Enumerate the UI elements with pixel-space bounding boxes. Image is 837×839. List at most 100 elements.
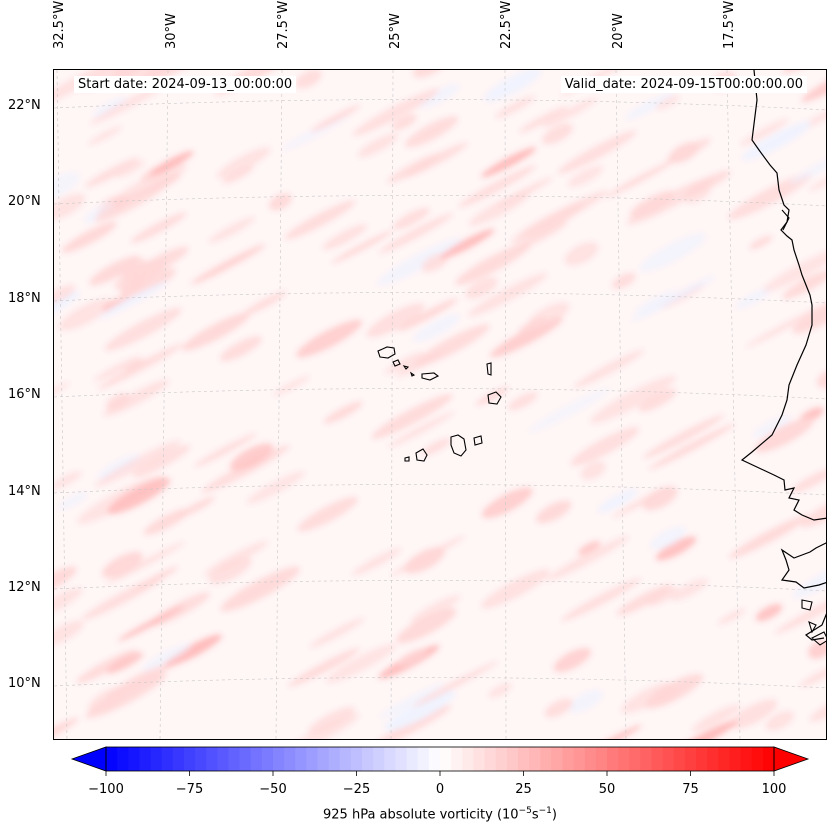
vorticity-streak	[808, 640, 826, 659]
vorticity-streak	[490, 317, 563, 358]
vorticity-streak	[377, 237, 463, 286]
vorticity-streak	[220, 336, 262, 362]
vorticity-streak	[366, 303, 425, 338]
vorticity-streak	[789, 151, 826, 185]
vorticity-streak	[626, 176, 714, 225]
colorbar-cell	[517, 747, 530, 771]
vorticity-streak	[419, 84, 460, 108]
vorticity-streak	[124, 358, 147, 372]
map-panel	[53, 69, 827, 740]
colorbar-cell	[306, 747, 319, 771]
vorticity-streak	[782, 269, 826, 299]
vorticity-streak	[97, 454, 142, 480]
colorbar-cell	[740, 747, 753, 771]
vorticity-streak	[527, 302, 570, 330]
colorbar-cell	[228, 747, 241, 771]
lat-label-12n: 12°N	[8, 580, 41, 595]
colorbar-cell	[607, 747, 619, 771]
colorbar-tick-neg75: −75	[175, 782, 204, 797]
colorbar-cell	[595, 747, 608, 771]
colorbar-cell	[540, 747, 552, 771]
colorbar-cell	[395, 747, 408, 771]
vorticity-streak	[528, 388, 610, 433]
colorbar-cell	[284, 747, 296, 771]
vorticity-streak	[752, 415, 791, 438]
vorticity-streak	[93, 97, 128, 118]
lon-label-32-5w: 32.5°W	[52, 0, 67, 49]
vorticity-streak	[308, 706, 355, 735]
vorticity-streak	[792, 552, 826, 598]
colorbar-cell	[150, 747, 163, 771]
lon-label-17-5w: 17.5°W	[722, 0, 737, 49]
vorticity-streak	[561, 578, 641, 622]
colorbar-cell	[328, 747, 341, 771]
vorticity-streak	[455, 242, 532, 285]
vorticity-streak	[458, 165, 537, 208]
vorticity-streak	[519, 106, 568, 133]
colorbar-cell	[551, 747, 563, 771]
vorticity-streak	[647, 587, 678, 606]
vorticity-streak	[570, 427, 640, 466]
vorticity-streak	[553, 647, 591, 673]
vorticity-map	[54, 70, 826, 739]
vorticity-streak	[792, 293, 826, 334]
vorticity-streak	[410, 595, 461, 624]
colorbar-cell	[206, 747, 218, 771]
vorticity-streak	[691, 704, 741, 733]
vorticity-streak	[296, 319, 363, 358]
colorbar-cell	[128, 747, 140, 771]
vorticity-streak	[616, 584, 673, 616]
vorticity-streak	[634, 290, 676, 314]
africa-river-mouth	[781, 209, 826, 646]
colorbar-cell	[217, 747, 229, 771]
colorbar-tick-25: 25	[515, 782, 532, 797]
vorticity-streak	[54, 587, 83, 618]
colorbar-cell	[195, 747, 207, 771]
vorticity-streak	[542, 97, 598, 128]
vorticity-streak	[310, 104, 361, 132]
lat-label-22n: 22°N	[8, 98, 41, 113]
colorbar-cell	[239, 747, 252, 771]
vorticity-streak	[208, 217, 255, 243]
vorticity-streak	[209, 557, 252, 584]
colorbar-cell	[506, 747, 519, 771]
colorbar-cell	[662, 747, 675, 771]
colorbar-tick-50: 50	[598, 782, 616, 797]
vorticity-streak	[120, 268, 176, 301]
vorticity-streak	[625, 92, 674, 120]
vorticity-streak	[440, 228, 495, 259]
vorticity-streak	[414, 324, 490, 367]
vorticity-streak	[580, 461, 606, 480]
colorbar-cell	[295, 747, 307, 771]
vorticity-streak	[396, 608, 457, 644]
vorticity-streak	[222, 165, 254, 184]
vorticity-streak	[243, 291, 287, 316]
colorbar-cell	[629, 747, 641, 771]
colorbar-cell	[484, 747, 497, 771]
colorbar-outline	[105, 746, 775, 772]
vorticity-streak	[272, 375, 310, 396]
vorticity-streak	[93, 355, 141, 382]
colorbar-cell	[261, 747, 274, 771]
vorticity-streak	[379, 213, 453, 254]
vorticity-streak	[220, 566, 300, 612]
vorticity-streak	[295, 70, 322, 89]
vorticity-streak	[217, 147, 271, 179]
vorticity-streak	[387, 411, 455, 448]
vorticity-streak	[465, 277, 498, 299]
vorticity-streak	[385, 352, 425, 375]
colorbar-cell	[406, 747, 419, 771]
lon-label-27-5w: 27.5°W	[276, 0, 291, 49]
vorticity-streak	[112, 163, 187, 206]
colorbar-cell	[562, 747, 575, 771]
valid-date-label: Valid_date: 2024-09-15T00:00:00.00	[560, 76, 807, 93]
vorticity-streak	[117, 605, 184, 642]
vorticity-streak	[61, 221, 117, 253]
vorticity-streak	[655, 95, 680, 110]
colorbar-cell	[718, 747, 730, 771]
vorticity-streak	[755, 603, 783, 622]
vorticity-streak	[352, 88, 440, 136]
vorticity-streak	[104, 307, 182, 351]
vorticity-streak	[544, 698, 573, 718]
vorticity-streak	[642, 486, 678, 511]
